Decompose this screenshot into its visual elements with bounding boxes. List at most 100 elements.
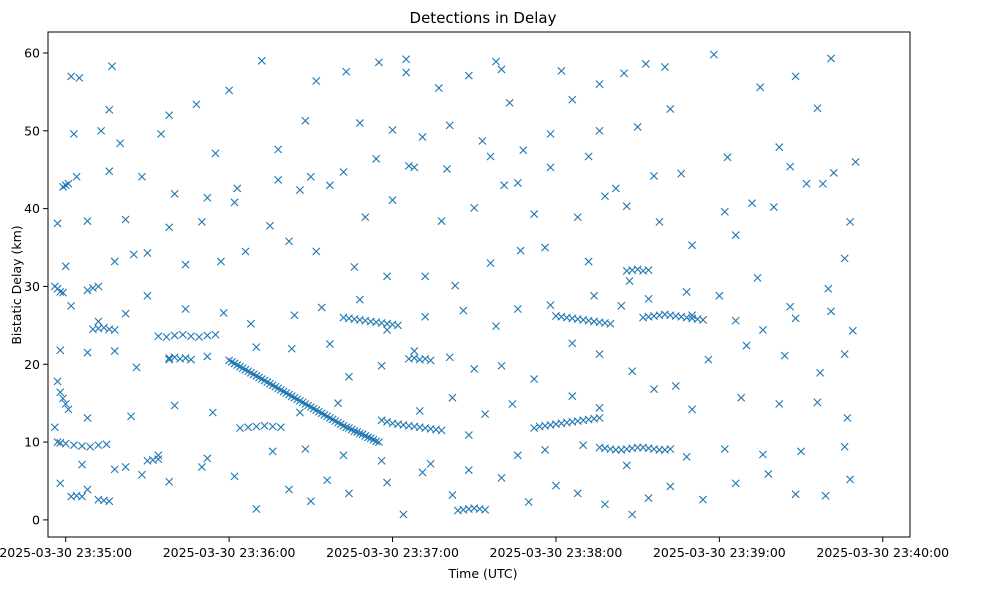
data-point	[203, 454, 212, 463]
x-tick-label: 2025-03-30 23:40:00	[816, 545, 949, 560]
data-point	[78, 460, 87, 469]
data-point	[775, 143, 784, 152]
data-point	[350, 427, 359, 436]
data-point	[546, 129, 555, 138]
data-point	[628, 367, 637, 376]
data-point	[644, 294, 653, 303]
data-point	[143, 248, 152, 257]
data-point	[252, 504, 261, 513]
data-point	[622, 202, 631, 211]
data-point	[557, 66, 566, 75]
y-tick-label: 0	[32, 512, 40, 527]
data-point	[568, 95, 577, 104]
data-point	[274, 145, 283, 154]
data-point	[443, 164, 451, 173]
data-point	[53, 377, 62, 386]
data-point	[720, 445, 729, 454]
data-point	[233, 184, 242, 193]
data-point	[786, 302, 795, 311]
data-point	[72, 172, 81, 181]
data-point	[797, 447, 806, 456]
data-point	[840, 254, 849, 263]
data-point	[374, 58, 383, 67]
data-point	[56, 438, 65, 447]
data-point	[600, 500, 609, 509]
data-point	[203, 331, 212, 340]
data-point	[383, 272, 392, 281]
data-point	[546, 301, 555, 310]
data-point	[157, 129, 166, 138]
data-point	[225, 86, 234, 95]
data-point	[769, 203, 778, 212]
data-point	[110, 257, 119, 266]
data-point	[551, 481, 560, 490]
data-point	[83, 485, 92, 494]
data-point	[791, 72, 800, 81]
data-point	[568, 392, 577, 401]
y-tick-label: 10	[24, 435, 40, 450]
data-point	[105, 167, 114, 176]
data-point	[121, 462, 130, 471]
data-point	[181, 354, 190, 363]
y-tick-label: 30	[24, 279, 40, 294]
y-tick-label: 40	[24, 201, 40, 216]
data-point	[497, 361, 506, 370]
data-point	[410, 354, 419, 363]
data-point	[399, 510, 408, 519]
data-point	[813, 398, 822, 407]
data-point	[290, 311, 299, 320]
data-point	[470, 364, 479, 373]
data-point	[451, 281, 460, 290]
data-point	[170, 331, 179, 340]
data-point	[541, 243, 550, 252]
data-point	[644, 266, 653, 275]
data-point	[137, 172, 146, 181]
data-point	[595, 350, 604, 359]
data-point	[252, 422, 261, 431]
data-point	[94, 317, 103, 326]
data-point	[478, 136, 487, 145]
data-point	[377, 361, 386, 370]
data-point	[848, 326, 857, 335]
data-point	[748, 199, 757, 208]
data-point	[137, 470, 146, 479]
data-point	[437, 426, 446, 435]
data-point	[426, 459, 435, 468]
data-point	[628, 510, 637, 519]
data-point	[699, 315, 707, 324]
data-point	[110, 347, 119, 356]
data-point	[58, 288, 67, 297]
data-point	[69, 129, 78, 138]
data-point	[377, 416, 386, 425]
data-point	[64, 179, 73, 188]
data-point	[464, 431, 473, 440]
data-point	[421, 312, 430, 321]
data-point	[61, 399, 70, 408]
data-point	[195, 333, 204, 342]
data-point	[295, 185, 304, 194]
data-point	[513, 305, 522, 313]
data-point	[671, 382, 680, 391]
data-point	[541, 445, 550, 454]
data-point	[595, 126, 604, 135]
data-point	[530, 424, 539, 433]
data-point	[492, 57, 501, 66]
data-point	[497, 65, 506, 74]
data-point	[753, 273, 762, 282]
data-point	[67, 301, 76, 310]
data-point	[486, 259, 495, 268]
data-point	[584, 257, 593, 266]
data-point	[813, 104, 822, 113]
data-point	[143, 291, 152, 300]
data-point	[516, 246, 525, 255]
data-point	[268, 447, 277, 456]
data-point	[364, 433, 373, 442]
data-point	[573, 489, 582, 498]
data-point	[843, 413, 852, 422]
data-point	[94, 441, 103, 450]
data-point	[121, 309, 130, 318]
data-point	[840, 442, 849, 451]
x-tick-label: 2025-03-30 23:39:00	[653, 545, 786, 560]
data-point	[178, 330, 187, 339]
